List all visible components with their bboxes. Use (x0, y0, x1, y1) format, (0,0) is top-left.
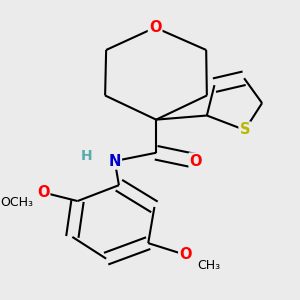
Text: O: O (179, 248, 192, 262)
Text: N: N (109, 154, 121, 169)
Text: S: S (240, 122, 250, 137)
Text: O: O (37, 185, 49, 200)
Text: OCH₃: OCH₃ (1, 196, 34, 208)
Text: CH₃: CH₃ (197, 259, 220, 272)
Text: O: O (190, 154, 202, 169)
Text: H: H (80, 149, 92, 163)
Text: O: O (149, 20, 161, 35)
